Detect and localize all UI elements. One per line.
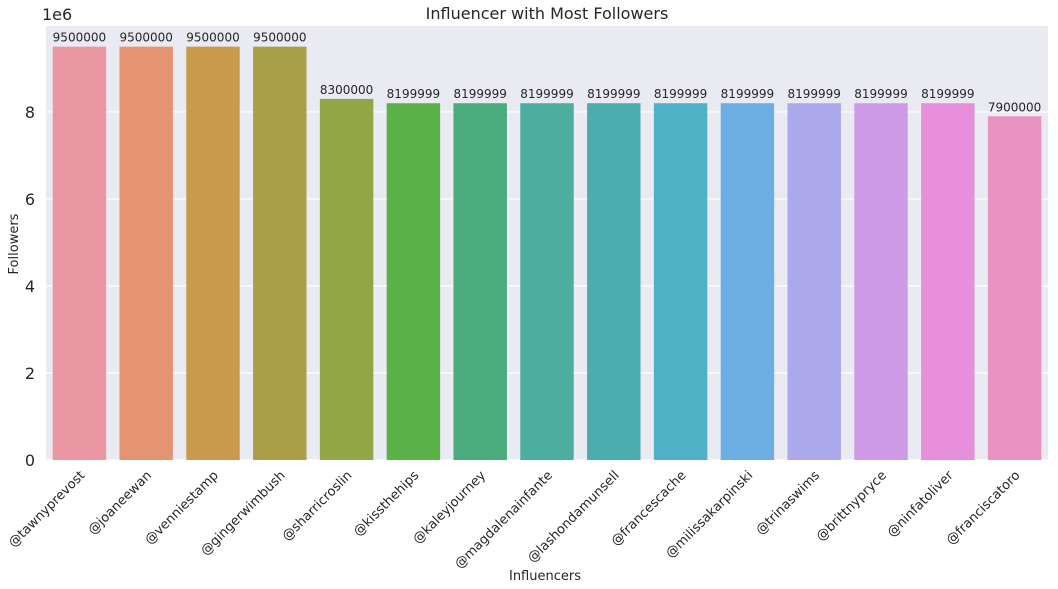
bar-value-label: 9500000 (186, 31, 239, 45)
bar (587, 103, 641, 460)
bar-value-label: 8199999 (654, 87, 707, 101)
bars (52, 46, 1042, 461)
bar (653, 103, 708, 460)
bar (386, 103, 441, 460)
y-tick-label: 8 (25, 103, 35, 122)
bar (987, 116, 1042, 460)
bar-data-labels: 9500000 9500000 9500000 9500000 8300000 81999… (53, 31, 1042, 115)
bar-value-label: 8199999 (921, 87, 974, 101)
bar-value-label: 8199999 (520, 87, 573, 101)
chart-title: Influencer with Most Followers (426, 4, 669, 23)
x-tick-label: @joaneewan (85, 468, 155, 538)
bar-value-label: 8300000 (320, 83, 373, 97)
y-tick-label: 2 (25, 364, 35, 383)
bar-value-label: 8199999 (453, 87, 506, 101)
bar (854, 103, 908, 460)
bar-value-label: 8199999 (787, 87, 840, 101)
x-tick-label: @brittnypryce (814, 468, 890, 544)
y-axis-scale-label: 1e6 (42, 5, 72, 24)
x-tick-label: @franciscatoro (944, 468, 1024, 548)
bar-value-label: 8199999 (854, 87, 907, 101)
x-tick-label: @tawnyprevost (6, 468, 88, 550)
bar (787, 103, 841, 460)
bar-value-label: 8199999 (387, 87, 440, 101)
x-tick-label: @ninfatoliver (885, 468, 958, 541)
y-tick-label: 4 (25, 277, 35, 296)
y-tick-label: 6 (25, 190, 35, 209)
bar (319, 98, 374, 460)
y-axis-label: Followers (7, 213, 22, 274)
bar (119, 46, 173, 461)
x-axis-ticks: @tawnyprevost@joaneewan@venniestamp@ging… (6, 468, 1024, 572)
bar (52, 46, 107, 461)
y-axis-ticks: 0 2 4 6 8 (25, 103, 35, 470)
bar-value-label: 9500000 (253, 31, 306, 45)
bar-value-label: 9500000 (53, 31, 106, 45)
bar (253, 46, 307, 461)
bar-value-label: 9500000 (119, 31, 172, 45)
x-tick-label: @trinaswims (753, 468, 823, 538)
x-tick-label: @kissthehips (351, 468, 423, 540)
x-tick-label: @sharricroslin (279, 468, 355, 544)
bar (520, 103, 574, 460)
bar (186, 46, 240, 461)
bar (921, 103, 975, 460)
bar-value-label: 7900000 (988, 100, 1041, 114)
bar (453, 103, 507, 460)
bar-value-label: 8199999 (587, 87, 640, 101)
bar-value-label: 8199999 (721, 87, 774, 101)
y-tick-label: 0 (25, 451, 35, 470)
bar (720, 103, 775, 460)
x-axis-label: Influencers (509, 569, 581, 584)
